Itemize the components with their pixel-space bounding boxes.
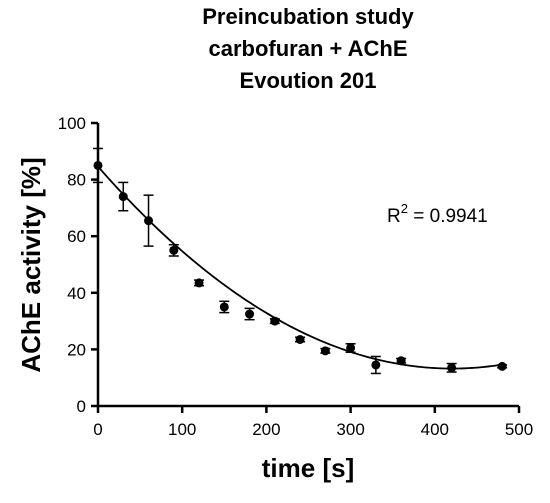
y-tick-label-4: 80 (67, 171, 86, 190)
data-point-group (446, 362, 457, 373)
data-point-group (194, 278, 205, 288)
x-tick-label-2: 200 (252, 420, 280, 439)
y-tick-label-1: 20 (67, 340, 86, 359)
data-point-group (320, 346, 331, 356)
x-tick-label-0: 0 (93, 420, 102, 439)
data-point (118, 192, 128, 202)
data-point (219, 302, 229, 312)
data-point-group (118, 181, 129, 212)
data-point-group (396, 356, 407, 366)
y-tick-label-0: 0 (77, 397, 86, 416)
data-point (346, 343, 356, 353)
r-squared-annotation: R2 = 0.9941 (387, 201, 488, 227)
data-point (497, 361, 507, 371)
data-point (396, 356, 406, 366)
data-point (371, 360, 381, 370)
data-point-group (244, 307, 255, 321)
data-point-group (295, 334, 306, 344)
data-point (295, 334, 305, 344)
data-point-group (370, 355, 381, 375)
data-point (270, 316, 280, 326)
data-point-group (93, 147, 103, 184)
r-squared-value: = 0.9941 (408, 206, 488, 227)
data-point (194, 278, 204, 288)
data-point (93, 160, 103, 170)
data-point (245, 309, 255, 319)
data-point (144, 216, 154, 226)
chart-title-line-2: carbofuran + AChE (208, 36, 407, 61)
points-layer (93, 147, 508, 375)
y-axis-title: AChE activity [%] (16, 157, 46, 372)
r-squared-power: 2 (401, 201, 408, 216)
y-tick-label-3: 60 (67, 227, 86, 246)
data-point-group (219, 300, 230, 314)
chart-title-line-3: Evoution 201 (240, 68, 377, 93)
data-point-group (143, 194, 154, 247)
data-point (169, 245, 179, 255)
data-point (320, 346, 330, 356)
x-tick-label-4: 400 (421, 420, 449, 439)
chart-title-line-1: Preincubation study (202, 4, 414, 29)
x-tick-label-5: 500 (505, 420, 533, 439)
fit-curve (97, 165, 503, 370)
y-tick-label-2: 40 (67, 284, 86, 303)
data-point-group (345, 342, 356, 353)
r-squared-label: R (387, 206, 401, 227)
data-point-group (269, 316, 280, 326)
x-tick-label-1: 100 (168, 420, 196, 439)
x-axis-title: time [s] (262, 453, 354, 483)
data-point (447, 363, 457, 373)
y-tick-label-5: 100 (58, 114, 86, 133)
ticks-layer: 0 100 200 300 400 500 0 20 40 60 80 100 (58, 114, 534, 439)
fit-layer (97, 165, 503, 370)
x-tick-label-3: 300 (336, 420, 364, 439)
data-point-group (497, 361, 508, 371)
data-point-group (168, 243, 179, 257)
